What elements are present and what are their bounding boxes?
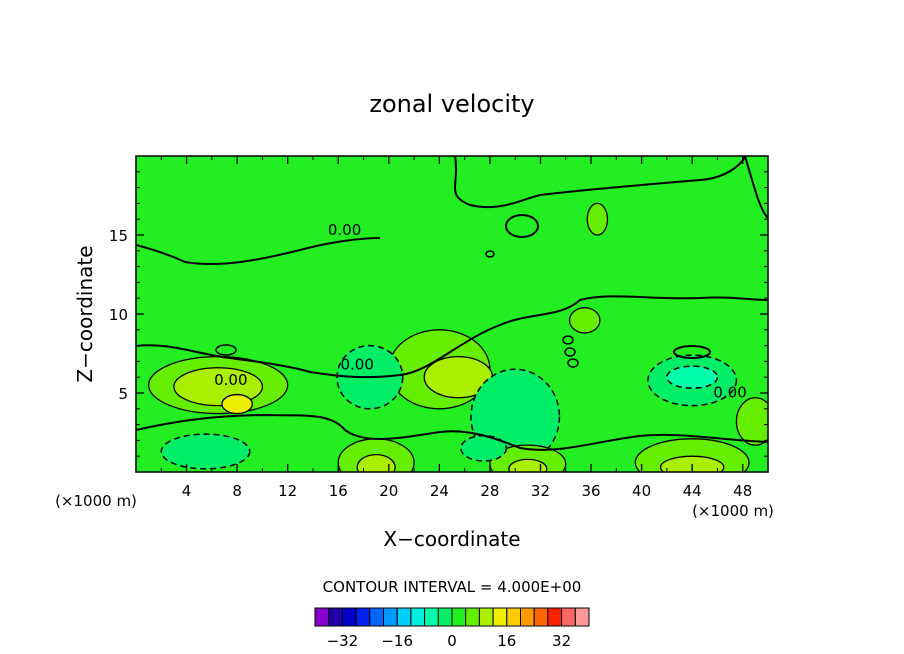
x-tick-label-40: 40 xyxy=(632,482,651,500)
x-tick-label-36: 36 xyxy=(581,482,600,500)
z-unit-label: (×1000 m) xyxy=(55,492,137,510)
contour-interval-label: CONTOUR INTERVAL = 4.000E+00 xyxy=(323,578,582,596)
colorbar-swatch-11 xyxy=(465,607,480,627)
contour-label-3: 0.00 xyxy=(713,384,746,402)
x-tick-label-4: 4 xyxy=(182,482,192,500)
colorbar-swatch-1 xyxy=(328,607,343,627)
contour-regions xyxy=(147,202,768,472)
zero-contour-lines xyxy=(136,156,768,451)
x-tick-label-48: 48 xyxy=(733,482,752,500)
colorbar-swatch-10 xyxy=(451,607,467,627)
colorbar-swatch-0 xyxy=(314,607,330,627)
contour-region-2 xyxy=(221,393,253,415)
contour-region-12 xyxy=(508,458,548,472)
colorbar-swatch-3 xyxy=(355,607,371,627)
y-tick-label-15: 15 xyxy=(109,227,128,245)
y-tick-label-5: 5 xyxy=(118,385,128,403)
colorbar: −32 −16 0 16 32 xyxy=(314,607,590,650)
colorbar-swatch-12 xyxy=(478,607,494,627)
colorbar-swatch-15 xyxy=(520,607,535,627)
contour-region-10 xyxy=(356,453,396,472)
x-tick-label-20: 20 xyxy=(379,482,398,500)
colorbar-swatch-4 xyxy=(369,607,384,627)
colorbar-swatch-8 xyxy=(424,607,439,627)
x-tick-label-28: 28 xyxy=(480,482,499,500)
chart-title: zonal velocity xyxy=(369,90,534,118)
colorbar-swatch-19 xyxy=(574,607,590,627)
colorbar-tick-label-2: 0 xyxy=(447,632,457,650)
x-tick-label-24: 24 xyxy=(430,482,449,500)
contour-region-17 xyxy=(735,397,768,446)
x-tick-label-12: 12 xyxy=(278,482,297,500)
x-tick-label-44: 44 xyxy=(683,482,702,500)
contour-region-7 xyxy=(666,365,719,390)
x-axis-label: X−coordinate xyxy=(383,527,520,551)
contour-label-2: 0.00 xyxy=(214,371,247,389)
colorbar-tick-label-4: 32 xyxy=(552,632,571,650)
contour-label-1: 0.00 xyxy=(340,355,373,373)
x-unit-label: (×1000 m) xyxy=(692,502,774,520)
colorbar-tick-label-3: 16 xyxy=(497,632,516,650)
plot-area: 0.000.000.000.00 4 8 12 16 20 24 28 32 36 40 44 485… xyxy=(109,155,769,500)
colorbar-swatch-5 xyxy=(383,607,398,627)
y-axis-label: Z−coordinate xyxy=(73,245,97,382)
plot-background xyxy=(136,156,768,472)
colorbar-swatch-7 xyxy=(410,607,426,627)
colorbar-swatch-2 xyxy=(341,607,357,627)
x-tick-label-32: 32 xyxy=(531,482,550,500)
contour-label-0: 0.00 xyxy=(328,221,361,239)
y-tick-label-10: 10 xyxy=(109,306,128,324)
x-tick-label-8: 8 xyxy=(232,482,242,500)
colorbar-swatch-14 xyxy=(506,607,521,627)
colorbar-swatch-9 xyxy=(437,607,453,627)
colorbar-swatch-6 xyxy=(396,607,412,627)
contour-region-18 xyxy=(586,202,609,236)
colorbar-tick-label-0: −32 xyxy=(327,632,359,650)
x-tick-label-16: 16 xyxy=(329,482,348,500)
contour-region-15 xyxy=(160,433,251,470)
contour-region-19 xyxy=(568,307,601,334)
colorbar-tick-label-1: −16 xyxy=(381,632,413,650)
contour-labels: 0.00 0.00 0.00 0.00 xyxy=(214,221,747,402)
colorbar-swatch-17 xyxy=(547,607,563,627)
colorbar-swatch-18 xyxy=(561,607,576,627)
colorbar-swatch-16 xyxy=(533,607,549,627)
colorbar-swatch-13 xyxy=(492,607,508,627)
